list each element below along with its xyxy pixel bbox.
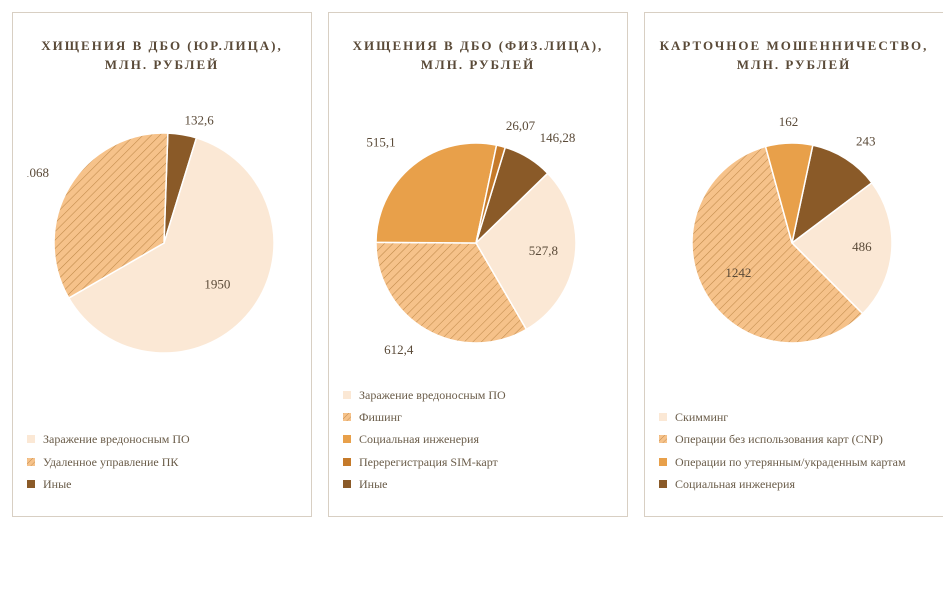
legend-item: Иные [27,476,297,492]
slice-value-label: 132,6 [184,113,214,128]
chart-panels: ХИЩЕНИЯ В ДБО (ЮР.ЛИЦА), МЛН. РУБЛЕЙ 132,… [12,12,931,517]
legend-swatch [659,458,667,466]
pie-chart: 243 486 1242 162 [659,98,929,368]
legend-item: Заражение вредоносным ПО [343,387,613,403]
legend-item: Фишинг [343,409,613,425]
legend-item: Скимминг [659,409,929,425]
legend-item: Заражение вредоносным ПО [27,431,297,447]
chart-area: 132,6 1950 1068 [27,93,297,373]
legend-label: Перерегистрация SIM-карт [359,454,498,470]
panel-title: ХИЩЕНИЯ В ДБО (ФИЗ.ЛИЦА), МЛН. РУБЛЕЙ [343,23,613,87]
legend-label: Фишинг [359,409,402,425]
slice-value-label: 243 [856,134,876,149]
legend-swatch [27,458,35,466]
slice-value-label: 146,28 [540,130,576,145]
slice-value-label: 515,1 [366,134,395,149]
legend-label: Удаленное управление ПК [43,454,178,470]
slice-value-label: 527,8 [529,243,558,258]
legend: Скимминг Операции без использования карт … [659,395,929,498]
legend: Заражение вредоносным ПО Фишинг Социальная… [343,373,613,498]
chart-panel: КАРТОЧНОЕ МОШЕННИЧЕСТВО, МЛН. РУБЛЕЙ 243 4… [644,12,943,517]
legend-swatch [343,391,351,399]
chart-panel: ХИЩЕНИЯ В ДБО (ФИЗ.ЛИЦА), МЛН. РУБЛЕЙ 146… [328,12,628,517]
slice-value-label: 26,07 [506,118,536,133]
legend-label: Социальная инженерия [359,431,479,447]
legend-label: Иные [43,476,71,492]
legend: Заражение вредоносным ПО Удаленное управл… [27,417,297,498]
legend-item: Иные [343,476,613,492]
slice-value-label: 1068 [27,165,49,180]
slice-value-label: 162 [779,114,799,129]
legend-swatch [343,413,351,421]
slice-value-label: 1242 [725,265,751,280]
legend-swatch [659,413,667,421]
chart-area: 243 486 1242 162 [659,93,929,373]
legend-swatch [343,480,351,488]
legend-swatch [343,435,351,443]
legend-label: Иные [359,476,387,492]
panel-title: ХИЩЕНИЯ В ДБО (ЮР.ЛИЦА), МЛН. РУБЛЕЙ [27,23,297,87]
legend-swatch [27,480,35,488]
slice-value-label: 1950 [204,276,230,291]
legend-item: Удаленное управление ПК [27,454,297,470]
legend-item: Социальная инженерия [659,476,929,492]
legend-item: Операции по утерянным/украденным картам [659,454,929,470]
legend-swatch [659,480,667,488]
legend-label: Операции по утерянным/украденным картам [675,454,906,470]
chart-area: 146,28 527,8 612,4 515,1 26,07 [343,93,613,373]
slice-value-label: 612,4 [384,342,414,357]
pie-chart: 146,28 527,8 612,4 515,1 26,07 [343,98,613,368]
chart-panel: ХИЩЕНИЯ В ДБО (ЮР.ЛИЦА), МЛН. РУБЛЕЙ 132,… [12,12,312,517]
legend-swatch [343,458,351,466]
legend-item: Операции без использования карт (CNP) [659,431,929,447]
legend-item: Перерегистрация SIM-карт [343,454,613,470]
legend-label: Заражение вредоносным ПО [359,387,506,403]
legend-label: Скимминг [675,409,728,425]
legend-label: Заражение вредоносным ПО [43,431,190,447]
legend-swatch [27,435,35,443]
slice-value-label: 486 [852,239,872,254]
legend-label: Операции без использования карт (CNP) [675,431,883,447]
legend-item: Социальная инженерия [343,431,613,447]
legend-swatch [659,435,667,443]
panel-title: КАРТОЧНОЕ МОШЕННИЧЕСТВО, МЛН. РУБЛЕЙ [659,23,929,87]
pie-chart: 132,6 1950 1068 [27,98,297,368]
legend-label: Социальная инженерия [675,476,795,492]
